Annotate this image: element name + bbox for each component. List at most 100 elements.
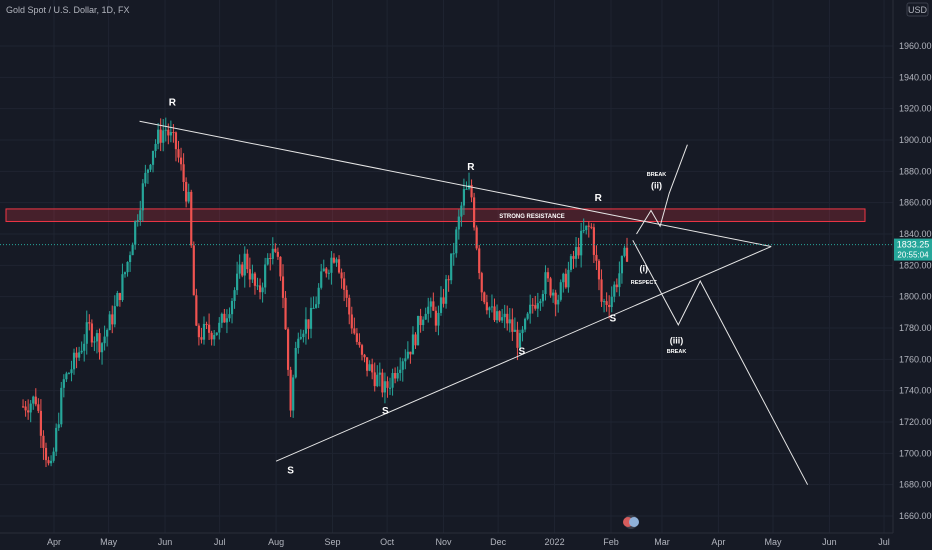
economic-events-icon[interactable] <box>623 515 639 529</box>
candle-body <box>388 387 392 389</box>
candle-body <box>72 352 76 370</box>
annotation-s: S <box>609 314 616 325</box>
candle-body <box>202 323 206 340</box>
breakout-path <box>636 144 688 235</box>
candle-body <box>368 364 371 371</box>
candle-body <box>511 319 514 332</box>
candle-body <box>371 364 374 373</box>
candle-body <box>526 313 529 319</box>
bar-countdown: 20:55:04 <box>897 251 929 260</box>
candle-body <box>508 319 511 324</box>
candle-body <box>396 373 399 379</box>
candle-body <box>169 132 172 136</box>
candle-body <box>381 372 384 393</box>
candle-body <box>139 210 142 221</box>
candle-body <box>414 334 417 346</box>
candle-body <box>200 337 203 340</box>
candle-body <box>394 373 397 379</box>
price-tick-label: 1660.00 <box>899 511 932 521</box>
time-tick-label: 2022 <box>545 537 565 547</box>
price-tick-label: 1840.00 <box>899 229 932 239</box>
candle-body <box>554 292 557 305</box>
candle-body <box>157 129 160 144</box>
candle-body <box>192 245 195 296</box>
candle-body <box>307 319 310 329</box>
time-tick-label: Sep <box>324 537 340 547</box>
candle-body <box>518 333 522 348</box>
upper-trendline <box>139 120 772 248</box>
candle-body <box>34 396 37 405</box>
candle-body <box>404 358 407 362</box>
candle-body <box>322 268 325 272</box>
time-scale[interactable] <box>0 533 932 550</box>
candle-body <box>236 273 239 291</box>
candle-body <box>559 282 562 300</box>
candle-body <box>103 336 106 344</box>
candle-body <box>113 306 116 325</box>
currency-button[interactable] <box>906 2 929 17</box>
candle-body <box>625 247 629 262</box>
candle-body <box>442 297 445 304</box>
candle-body <box>274 248 277 252</box>
candle-body <box>600 279 603 302</box>
candle-body <box>55 427 58 452</box>
candle-body <box>32 396 35 404</box>
candle-body <box>294 347 297 378</box>
candle-body <box>434 310 437 326</box>
candle-body <box>580 230 583 256</box>
annotation-s: S <box>382 406 389 417</box>
time-tick-label: Jul <box>214 537 226 547</box>
candle-body <box>350 314 353 329</box>
candle-body <box>225 318 229 323</box>
price-tick-label: 1960.00 <box>899 41 932 51</box>
price-scale[interactable] <box>893 0 932 533</box>
candle-body <box>355 333 358 342</box>
candle-body <box>106 330 109 337</box>
scenario-label: BREAK <box>647 172 667 178</box>
candle-body <box>391 373 394 388</box>
candle-body <box>269 257 272 259</box>
annotation-r: R <box>467 162 475 173</box>
candles <box>21 117 629 468</box>
candle-body <box>457 216 460 230</box>
candle-body <box>85 322 88 344</box>
candle-body <box>75 352 78 358</box>
candle-body <box>149 164 152 170</box>
candle-body <box>569 256 573 270</box>
candle-body <box>521 329 524 334</box>
scenario-label: (ii) <box>651 181 662 191</box>
candle-body <box>365 357 369 371</box>
candle-body <box>567 269 570 288</box>
time-tick-label: Apr <box>711 537 725 547</box>
candle-body <box>597 260 601 280</box>
resistance-zone <box>5 208 866 222</box>
candle-body <box>462 189 466 206</box>
candle-body <box>24 406 27 411</box>
candle-body <box>108 314 111 331</box>
candle-body <box>450 253 453 281</box>
candle-body <box>218 322 221 333</box>
candle-body <box>376 374 379 387</box>
candle-body <box>90 323 93 343</box>
candle-body <box>358 341 361 346</box>
candle-body <box>284 297 287 330</box>
candle-body <box>406 351 409 359</box>
price-tick-label: 1780.00 <box>899 323 932 333</box>
candle-body <box>21 406 25 408</box>
candle-body <box>70 369 73 374</box>
currency-label: USD <box>908 5 928 15</box>
candle-body <box>605 301 608 305</box>
candle-body <box>513 329 516 332</box>
price-tick-label: 1900.00 <box>899 135 932 145</box>
candle-body <box>213 335 216 340</box>
candle-body <box>373 372 376 387</box>
candle-body <box>246 253 249 270</box>
candle-body <box>297 338 300 348</box>
candle-body <box>98 333 101 353</box>
candle-body <box>429 301 432 307</box>
candle-body <box>83 343 86 351</box>
candle-body <box>590 226 593 228</box>
candle-body <box>251 273 254 280</box>
candle-body <box>80 350 83 353</box>
